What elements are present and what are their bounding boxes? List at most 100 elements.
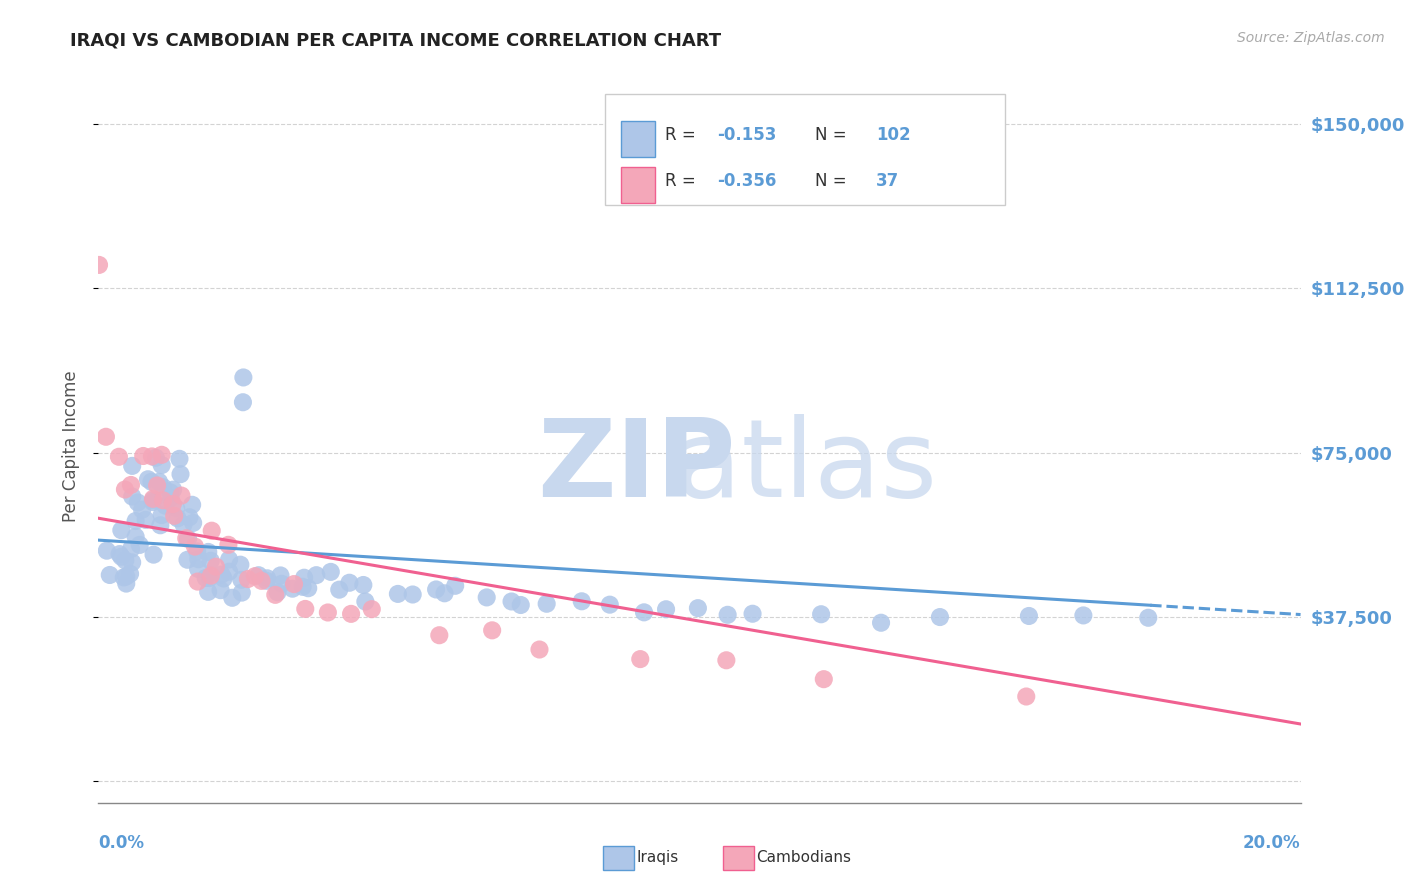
Point	[152, 493, 174, 508]
Point	[181, 516, 204, 530]
Point	[114, 483, 136, 497]
Point	[328, 582, 350, 597]
Point	[340, 607, 363, 621]
Point	[717, 607, 740, 622]
Point	[810, 607, 832, 622]
Point	[231, 585, 253, 599]
Point	[132, 449, 155, 463]
Point	[142, 495, 165, 509]
Point	[121, 490, 143, 504]
Text: R =: R =	[665, 126, 702, 144]
Point	[813, 672, 835, 686]
Point	[266, 585, 288, 599]
Point	[177, 532, 200, 546]
Point	[120, 478, 142, 492]
Text: 20.0%: 20.0%	[1243, 834, 1301, 852]
Point	[201, 524, 224, 538]
Point	[120, 566, 142, 581]
Point	[501, 594, 523, 608]
Point	[686, 601, 709, 615]
Text: N =: N =	[815, 126, 852, 144]
Point	[1018, 609, 1040, 624]
Point	[929, 610, 952, 624]
Point	[297, 581, 319, 595]
Point	[115, 569, 138, 583]
Point	[198, 571, 221, 585]
Point	[108, 450, 131, 464]
Point	[186, 544, 208, 558]
Point	[291, 580, 314, 594]
Point	[150, 448, 173, 462]
Point	[316, 606, 339, 620]
Point	[536, 597, 558, 611]
Point	[124, 514, 146, 528]
Point	[281, 582, 304, 596]
Point	[232, 395, 254, 409]
Point	[145, 450, 167, 465]
Point	[200, 554, 222, 568]
Point	[655, 602, 678, 616]
Point	[108, 547, 131, 561]
Point	[128, 538, 150, 552]
Point	[124, 530, 146, 544]
Point	[247, 568, 270, 582]
Point	[218, 565, 240, 579]
Point	[339, 575, 361, 590]
Point	[149, 518, 172, 533]
Text: ZIP: ZIP	[537, 415, 735, 520]
Point	[250, 574, 273, 588]
Point	[142, 548, 165, 562]
Point	[354, 594, 377, 608]
Point	[184, 540, 207, 554]
Point	[194, 571, 217, 585]
Point	[162, 497, 184, 511]
Point	[475, 591, 498, 605]
Point	[427, 628, 450, 642]
Text: 37: 37	[876, 172, 900, 190]
Point	[217, 538, 239, 552]
Point	[270, 576, 292, 591]
Point	[141, 475, 163, 489]
Point	[481, 624, 503, 638]
Point	[135, 513, 157, 527]
Point	[120, 541, 142, 556]
Point	[162, 483, 184, 497]
Point	[96, 543, 118, 558]
Point	[229, 558, 252, 572]
Text: -0.356: -0.356	[717, 172, 776, 190]
Point	[870, 615, 893, 630]
Point	[170, 489, 193, 503]
Point	[269, 568, 291, 582]
Point	[148, 475, 170, 489]
Point	[146, 478, 169, 492]
Point	[387, 587, 409, 601]
Point	[211, 567, 233, 582]
Point	[1015, 690, 1038, 704]
Point	[444, 579, 467, 593]
Point	[305, 568, 328, 582]
Point	[197, 585, 219, 599]
Point	[599, 598, 621, 612]
Text: Source: ZipAtlas.com: Source: ZipAtlas.com	[1237, 31, 1385, 45]
Point	[283, 577, 305, 591]
Point	[166, 511, 188, 525]
Point	[142, 493, 165, 508]
Point	[200, 568, 222, 582]
Point	[110, 523, 132, 537]
Point	[112, 570, 135, 584]
Point	[433, 586, 456, 600]
Point	[187, 562, 209, 576]
Point	[152, 480, 174, 494]
Point	[254, 574, 277, 588]
Point	[155, 499, 177, 513]
Point	[231, 573, 253, 587]
Point	[292, 571, 315, 585]
Point	[176, 553, 198, 567]
Point	[121, 458, 143, 473]
Point	[115, 576, 138, 591]
Point	[142, 491, 165, 506]
Point	[221, 591, 243, 605]
Point	[197, 545, 219, 559]
Point	[174, 531, 197, 545]
Point	[294, 602, 316, 616]
